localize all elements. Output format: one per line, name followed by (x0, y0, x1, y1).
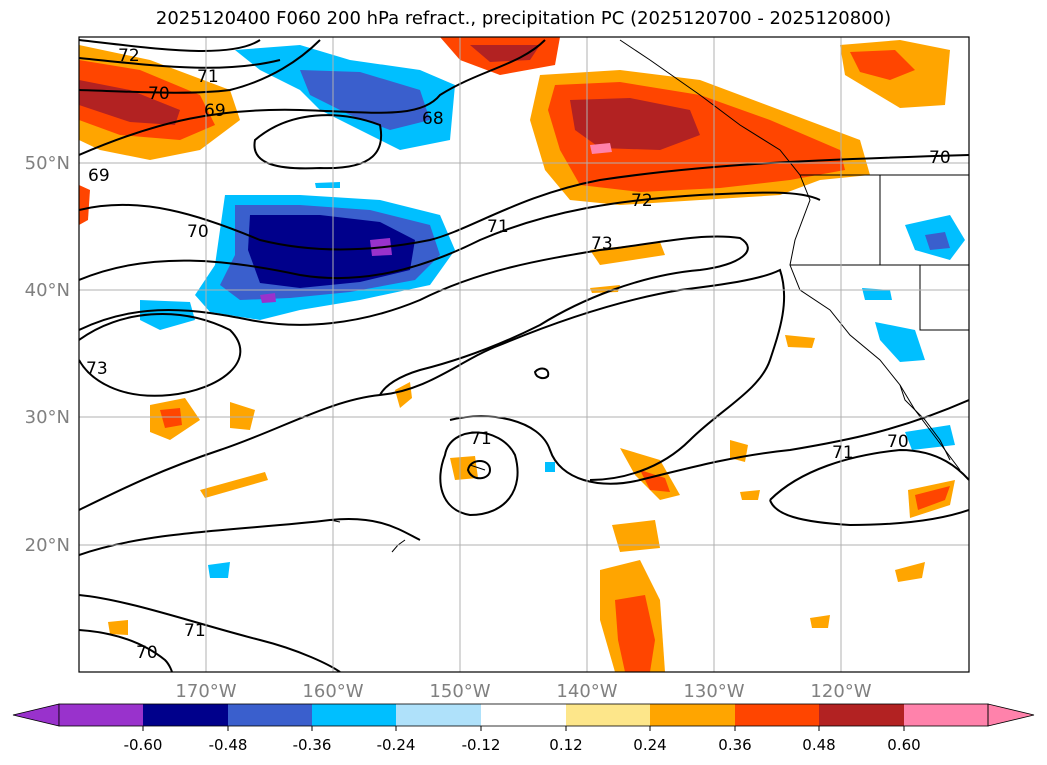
contour-label: 71 (184, 621, 206, 641)
colorbar-tick-label: 0.24 (633, 736, 666, 754)
contour-label: 70 (929, 148, 951, 168)
lon-label: 120°W (810, 681, 871, 702)
contour-label: 69 (88, 166, 110, 186)
colorbar-tick-label: 0.12 (549, 736, 582, 754)
lat-label: 50°N (25, 153, 70, 174)
colorbar-segment (566, 704, 650, 726)
plot-frame (78, 36, 970, 673)
coastline (329, 39, 969, 553)
contour-label: 70 (887, 432, 909, 452)
colorbar-segment (819, 704, 904, 726)
contour-label: 70 (148, 84, 170, 104)
lon-label: 130°W (683, 681, 744, 702)
colorbar-segment (396, 704, 481, 726)
colorbar-segment (735, 704, 819, 726)
colorbar-tick-label: 0.60 (887, 736, 920, 754)
colorbar-segment (312, 704, 396, 726)
contour-label: 72 (118, 46, 140, 66)
colorbar-extend-min (12, 703, 60, 727)
lat-label: 20°N (25, 535, 70, 556)
lon-label: 150°W (429, 681, 490, 702)
contour-label: 71 (487, 217, 509, 237)
colorbar-tick-label: -0.60 (124, 736, 163, 754)
colorbar-segment (481, 704, 566, 726)
contour-label: 73 (591, 234, 613, 254)
lon-label: 140°W (556, 681, 617, 702)
colorbar-segment (143, 704, 228, 726)
colorbar-segment (59, 704, 143, 726)
lon-label: 160°W (302, 681, 363, 702)
colorbar (12, 703, 1035, 731)
contour-label: 71 (197, 67, 219, 87)
contour-label: 71 (470, 429, 492, 449)
colorbar-tick-label: 0.36 (718, 736, 751, 754)
colorbar-tick-label: -0.12 (462, 736, 501, 754)
colorbar-segment (228, 704, 312, 726)
contour-label: 69 (204, 101, 226, 121)
gridlines (79, 37, 969, 672)
negative-anomaly-shading (140, 45, 965, 578)
contour-label: 68 (422, 109, 444, 129)
positive-anomaly-shading (79, 37, 955, 672)
contour-label: 70 (187, 222, 209, 242)
colorbar-tick-label: -0.24 (377, 736, 416, 754)
colorbar-segment (650, 704, 735, 726)
colorbar-tick-label: -0.48 (209, 736, 248, 754)
contour-label: 73 (86, 359, 108, 379)
colorbar-tick-label: -0.36 (293, 736, 332, 754)
colorbar-extend-max (987, 703, 1035, 727)
contour-label: 70 (136, 643, 158, 663)
lon-label: 170°W (175, 681, 236, 702)
colorbar-frame (58, 703, 989, 727)
lat-label: 30°N (25, 407, 70, 428)
lat-label: 40°N (25, 280, 70, 301)
contour-label: 71 (832, 443, 854, 463)
map-title: 2025120400 F060 200 hPa refract., precip… (155, 8, 892, 29)
colorbar-segment (904, 704, 988, 726)
refractivity-contours (79, 39, 969, 672)
contour-label: 72 (631, 191, 653, 211)
colorbar-tick-label: 0.48 (802, 736, 835, 754)
